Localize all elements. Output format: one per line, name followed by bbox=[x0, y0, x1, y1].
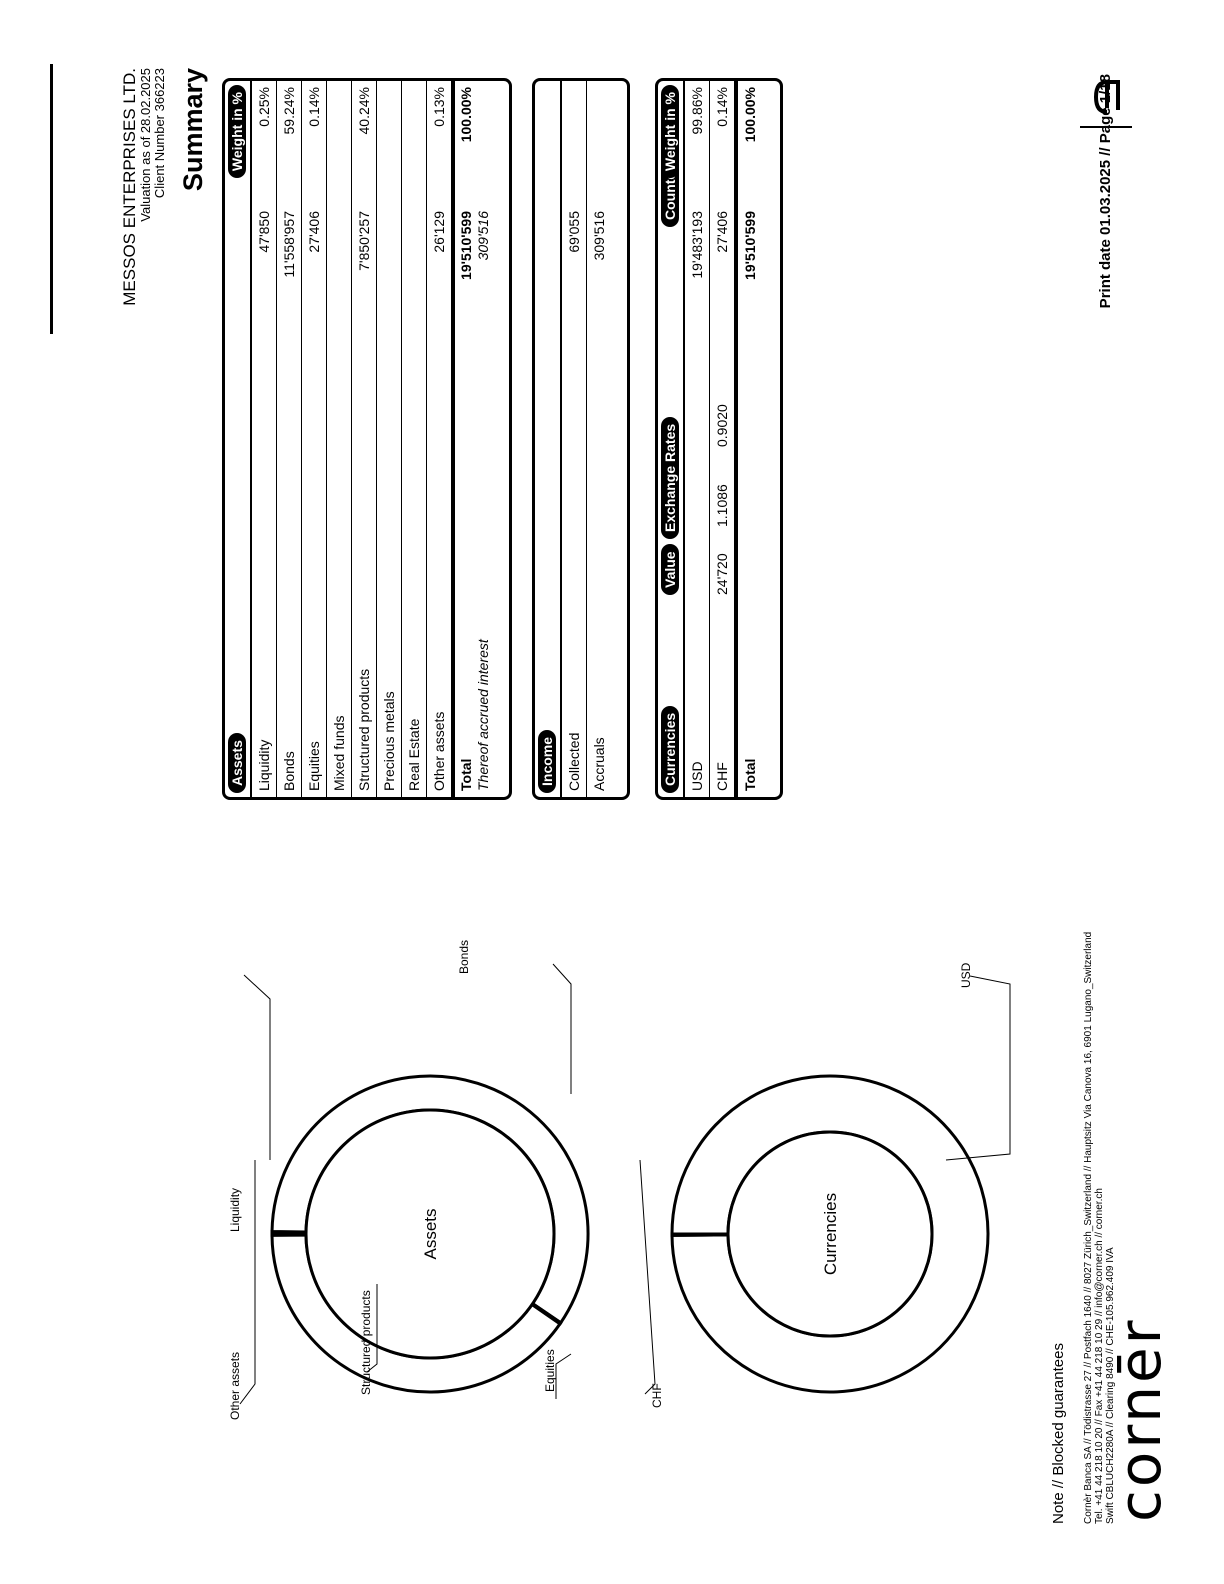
currency-rate: 0.9020 bbox=[714, 404, 730, 447]
table-row: USD 19'483'193 99.86% bbox=[685, 81, 710, 797]
currency-countervalue: 27'406 bbox=[714, 211, 730, 253]
asset-label: Other assets bbox=[431, 711, 447, 791]
currency-label: CHF bbox=[714, 762, 730, 791]
table-row: CHF 24'720 1.1086 0.9020 27'406 0.14% bbox=[710, 81, 735, 797]
total-value: 19'510'599 bbox=[458, 211, 474, 280]
chart-leader-line bbox=[555, 1353, 572, 1399]
currencies-weight-header: Weight in % bbox=[661, 85, 679, 179]
table-row: Total 19'510'599 100.00% bbox=[735, 81, 762, 797]
currency-rate: 1.1086 bbox=[714, 484, 730, 527]
footer-line: Swift CBLUCH2280A // Clearing 8490 // CH… bbox=[1105, 1247, 1116, 1524]
table-row: Total 19'510'599 100.00% bbox=[452, 81, 475, 797]
asset-value: 26'129 bbox=[431, 211, 447, 253]
income-label: Accruals bbox=[591, 737, 607, 791]
income-value: 309'516 bbox=[591, 211, 607, 261]
asset-label: Real Estate bbox=[406, 718, 422, 791]
currencies-value-header: Value bbox=[661, 544, 679, 595]
table-row: Mixed funds bbox=[327, 81, 352, 797]
income-table: Income Countervalue USD Collected69'055A… bbox=[532, 78, 630, 800]
table-row: Structured products 7'850'257 40.24% bbox=[352, 81, 377, 797]
asset-label: Equities bbox=[306, 741, 322, 791]
assets-header: Assets bbox=[228, 733, 246, 793]
currency-label: USD bbox=[689, 761, 705, 791]
donut-center bbox=[304, 1108, 556, 1360]
asset-label: Mixed funds bbox=[331, 715, 347, 791]
asset-label: Structured products bbox=[356, 668, 372, 791]
donut-title: Assets bbox=[421, 1208, 440, 1259]
chart-leader-line bbox=[552, 963, 572, 1094]
asset-label: Liquidity bbox=[256, 739, 272, 791]
currency-total-label: Total bbox=[742, 758, 758, 791]
asset-weight: 40.24% bbox=[356, 87, 372, 135]
table-row: Equities 27'406 0.14% bbox=[302, 81, 327, 797]
total-weight: 100.00% bbox=[458, 87, 474, 143]
chart-leader-line bbox=[366, 1284, 378, 1373]
assets-weight-header: Weight in % bbox=[228, 85, 246, 179]
asset-weight: 0.14% bbox=[306, 87, 322, 127]
chart-leader-line bbox=[945, 975, 1011, 1161]
footer-line: Tel. +41 44 218 10 20 // Fax +41 44 218 … bbox=[1094, 1188, 1105, 1524]
table-row: Precious metals bbox=[377, 81, 402, 797]
accrued-label: Thereof accrued interest bbox=[475, 639, 491, 791]
table-row: Accruals 309'516 bbox=[587, 81, 611, 797]
table-row: Thereof accrued interest 309'516 bbox=[475, 81, 493, 797]
label-usd: USD bbox=[959, 962, 973, 988]
label-other-assets: Other assets bbox=[228, 1351, 242, 1420]
footer-line: Cornèr Banca SA // Tödistrasse 27 // Pos… bbox=[1083, 931, 1094, 1524]
table-row: Liquidity 47'850 0.25% bbox=[252, 81, 277, 797]
label-chf: CHF bbox=[650, 1383, 664, 1408]
table-row: Bonds 11'558'957 59.24% bbox=[277, 81, 302, 797]
donut-title: Currencies bbox=[821, 1193, 840, 1275]
table-row: Other assets 26'129 0.13% bbox=[427, 81, 452, 797]
currency-total-weight: 100.00% bbox=[742, 87, 758, 143]
label-structured-products: Structured products bbox=[359, 1290, 373, 1395]
currencies-table: Currencies Value Exchange Rates Counterv… bbox=[655, 78, 783, 800]
asset-value: 47'850 bbox=[256, 211, 272, 253]
currency-value: 24'720 bbox=[714, 553, 730, 595]
currency-weight: 0.14% bbox=[714, 87, 730, 127]
currency-total-value: 19'510'599 bbox=[742, 211, 758, 280]
asset-weight: 0.25% bbox=[256, 87, 272, 127]
label-equities: Equities bbox=[543, 1349, 557, 1392]
currencies-exchange-header: Exchange Rates bbox=[661, 416, 679, 539]
asset-value: 7'850'257 bbox=[356, 211, 372, 271]
income-value: 69'055 bbox=[566, 211, 582, 253]
brand-mark-icon bbox=[1093, 80, 1120, 114]
footer-address: Cornèr Banca SA // Tödistrasse 27 // Pos… bbox=[1083, 932, 1116, 1524]
asset-label: Bonds bbox=[281, 751, 297, 791]
currency-countervalue: 19'483'193 bbox=[689, 211, 705, 279]
accrued-value: 309'516 bbox=[475, 211, 491, 261]
table-row: Real Estate bbox=[402, 81, 427, 797]
table-row: Collected 69'055 bbox=[562, 81, 587, 797]
total-label: Total bbox=[458, 758, 474, 791]
asset-value: 27'406 bbox=[306, 211, 322, 253]
currency-weight: 99.86% bbox=[689, 87, 705, 135]
currencies-header: Currencies bbox=[661, 705, 679, 793]
chart-leader-line bbox=[239, 1160, 256, 1405]
asset-weight: 59.24% bbox=[281, 87, 297, 135]
chart-leader-line bbox=[243, 974, 271, 1160]
footer-divider bbox=[1080, 126, 1132, 128]
label-liquidity: Liquidity bbox=[228, 1187, 242, 1232]
assets-table: Assets Countervalue USD Weight in % Liqu… bbox=[222, 78, 512, 800]
asset-weight: 0.13% bbox=[431, 87, 447, 127]
label-bonds: Bonds bbox=[457, 939, 471, 974]
donut-center bbox=[726, 1130, 934, 1338]
print-date: Print date 01.03.2025 // Page 1/18 bbox=[1097, 74, 1114, 309]
donut-segment-other-assets bbox=[270, 1232, 308, 1237]
note-blocked-guarantees: Note // Blocked guarantees bbox=[1050, 1343, 1067, 1524]
asset-value: 11'558'957 bbox=[281, 211, 297, 278]
income-header: Income bbox=[538, 729, 556, 793]
asset-label: Precious metals bbox=[381, 691, 397, 791]
donut-segment-chf bbox=[670, 1232, 730, 1237]
income-label: Collected bbox=[566, 732, 582, 791]
chart-leader-line bbox=[639, 1159, 656, 1395]
